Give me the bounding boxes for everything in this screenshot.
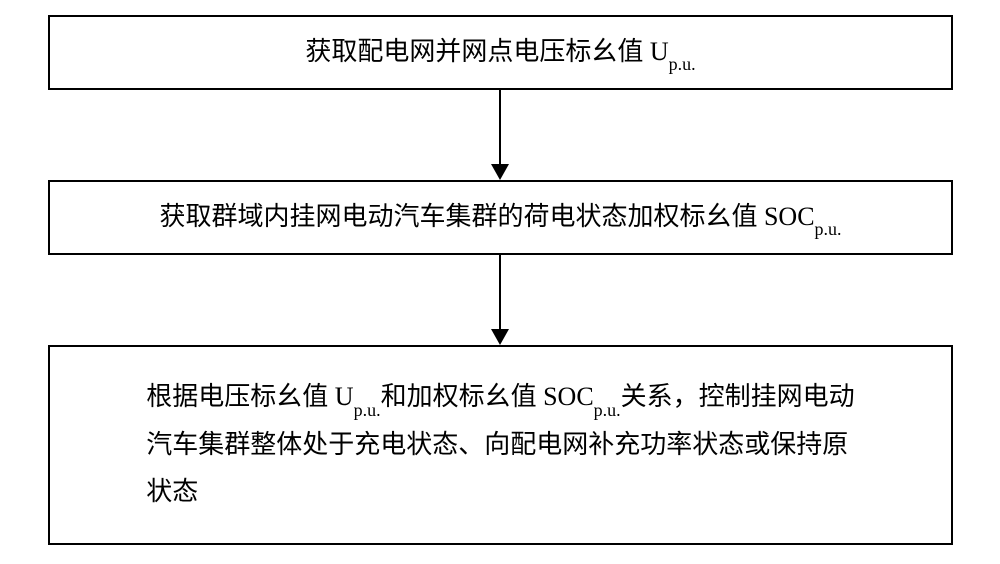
- arrow-2-head: [491, 329, 509, 345]
- flowchart-canvas: 获取配电网并网点电压标幺值 Up.u. 获取群域内挂网电动汽车集群的荷电状态加权…: [0, 0, 1000, 564]
- arrow-1-line: [499, 90, 501, 165]
- box3-line1-sub1: p.u.: [354, 400, 381, 420]
- box1-text-pre: 获取配电网并网点电压标幺值 U: [305, 37, 668, 66]
- box3-line1-mid: 和加权标幺值 SOC: [381, 382, 594, 411]
- flow-box-2: 获取群域内挂网电动汽车集群的荷电状态加权标幺值 SOCp.u.: [48, 180, 953, 255]
- box1-text-sub: p.u.: [669, 54, 696, 74]
- flow-box-1: 获取配电网并网点电压标幺值 Up.u.: [48, 15, 953, 90]
- box3-line1-post: 关系，控制挂网电动: [621, 382, 855, 411]
- arrow-1-head: [491, 164, 509, 180]
- box3-line1-sub2: p.u.: [594, 400, 621, 420]
- box3-line3: 状态: [146, 477, 198, 506]
- arrow-2-line: [499, 255, 501, 330]
- flow-box-2-text: 获取群域内挂网电动汽车集群的荷电状态加权标幺值 SOCp.u.: [159, 194, 841, 242]
- flow-box-3: 根据电压标幺值 Up.u.和加权标幺值 SOCp.u.关系，控制挂网电动 汽车集…: [48, 345, 953, 545]
- box2-text-pre: 获取群域内挂网电动汽车集群的荷电状态加权标幺值 SOC: [159, 202, 814, 231]
- box3-line2: 汽车集群整体处于充电状态、向配电网补充功率状态或保持原: [146, 430, 848, 459]
- box3-line1-pre: 根据电压标幺值 U: [146, 382, 353, 411]
- flow-box-1-text: 获取配电网并网点电压标幺值 Up.u.: [305, 29, 695, 77]
- box2-text-sub: p.u.: [815, 219, 842, 239]
- flow-box-3-text: 根据电压标幺值 Up.u.和加权标幺值 SOCp.u.关系，控制挂网电动 汽车集…: [146, 374, 854, 515]
